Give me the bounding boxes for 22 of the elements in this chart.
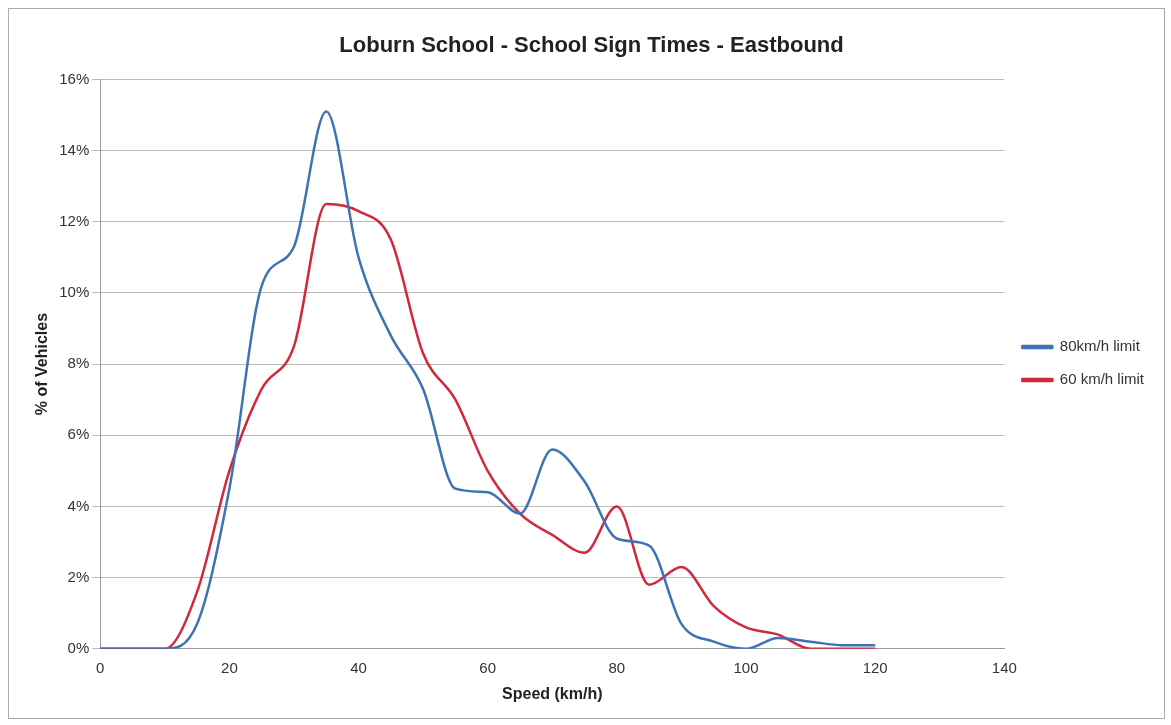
y-tick-label: 4%: [67, 496, 90, 514]
x-tick-label: 120: [862, 658, 888, 676]
y-tick-label: 12%: [59, 211, 90, 229]
y-tick-label: 10%: [59, 283, 90, 301]
x-tick-label: 40: [350, 658, 367, 676]
x-tick-label: 140: [991, 658, 1017, 676]
x-tick-label: 0: [96, 658, 105, 676]
y-tick-label: 14%: [59, 140, 90, 158]
y-tick-label: 16%: [59, 69, 90, 87]
legend-label: 60 km/h limit: [1059, 370, 1145, 388]
chart-title: Loburn School - School Sign Times - Eastbound: [339, 32, 844, 58]
y-tick-label: 0%: [67, 638, 90, 656]
y-tick-label: 2%: [67, 567, 90, 585]
y-tick-label: 6%: [67, 425, 90, 443]
x-tick-label: 60: [479, 658, 497, 676]
y-axis-title: % of Vehicles: [33, 312, 51, 416]
legend-label: 80km/h limit: [1059, 337, 1141, 355]
x-axis-title: Speed (km/h): [502, 684, 603, 702]
x-tick-label: 20: [221, 658, 238, 676]
x-tick-label: 100: [733, 658, 759, 676]
x-tick-label: 80: [608, 658, 626, 676]
y-tick-label: 8%: [67, 354, 90, 372]
